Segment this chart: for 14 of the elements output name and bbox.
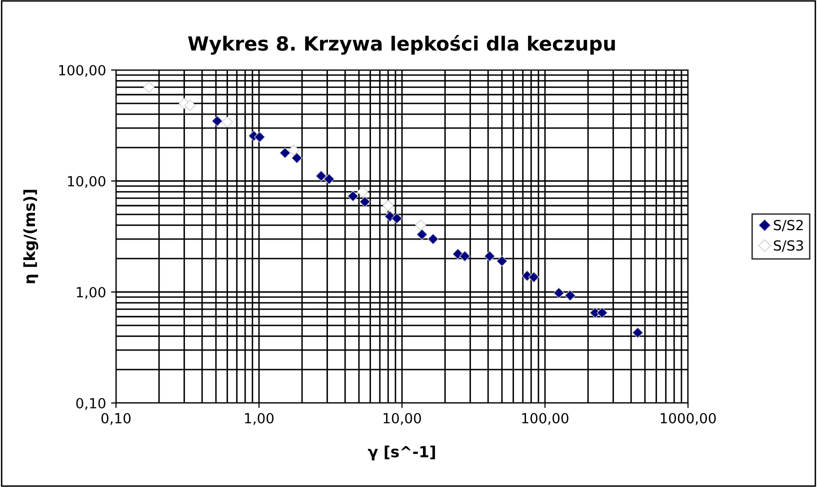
x-tick-label: 100,00 (522, 412, 568, 425)
legend-label: S/S3 (774, 240, 804, 252)
y-tick-label: 0,10 (76, 398, 106, 410)
x-tick-label: 1,00 (245, 412, 274, 425)
y-tick-label: 100,00 (59, 64, 106, 77)
y-tick-label: 1,00 (76, 286, 106, 299)
x-tick-label: 0,10 (101, 412, 131, 425)
x-tick-label: 10,00 (384, 412, 421, 425)
y-tick-label: 10,00 (68, 176, 106, 188)
x-axis-title: γ [s^-1] (368, 446, 435, 460)
chart-title: Wykres 8. Krzywa lepkości dla keczupu (188, 35, 615, 55)
legend-label: S/S2 (774, 220, 803, 232)
x-tick-label: 1000,00 (660, 412, 716, 425)
y-axis-title: η [kg/(ms)] (23, 190, 38, 284)
